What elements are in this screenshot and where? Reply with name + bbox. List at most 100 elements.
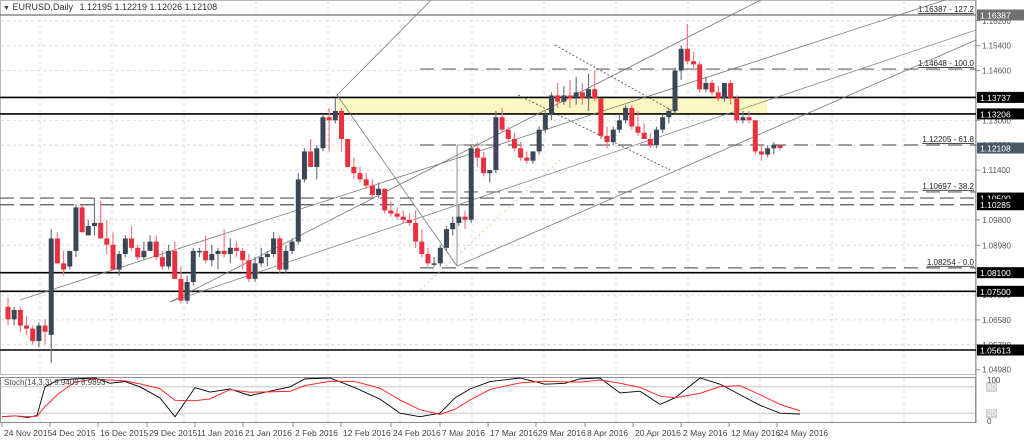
- bull-candle: [36, 325, 42, 342]
- price-tick-label: 1.09800: [982, 216, 1011, 225]
- price-tag-bg: [977, 192, 1024, 204]
- bull-candle: [141, 250, 147, 258]
- bear-candle: [129, 238, 135, 248]
- bear-candle: [382, 188, 388, 211]
- bull-candle: [437, 247, 443, 264]
- bear-candle: [308, 151, 314, 167]
- triangle-down-icon[interactable]: ▼: [3, 5, 10, 12]
- stoch-title: Stoch(14,3,3) 9.9409 8.9893: [4, 378, 105, 387]
- bear-candle: [234, 247, 240, 251]
- bear-candle: [697, 64, 703, 90]
- bull-candle: [227, 247, 233, 255]
- price-tag-bg: [977, 108, 1024, 120]
- bear-candle: [277, 238, 283, 270]
- bear-candle: [24, 325, 30, 329]
- ohlc-values: 1.12195 1.12219 1.12026 1.12108: [79, 2, 218, 12]
- bull-candle: [548, 95, 554, 115]
- channel-support: [169, 29, 977, 303]
- bear-candle: [345, 138, 351, 167]
- pitchfork-handle: [336, 94, 458, 267]
- price-tick-label: 1.13000: [982, 116, 1011, 125]
- bear-candle: [555, 95, 561, 102]
- price-tag-bg: [977, 9, 1024, 21]
- time-axis[interactable]: 24 Nov 2015 4 Dec 2015 16 Dec 2015 29 Dec 2…: [1, 423, 828, 438]
- bull-candle: [536, 129, 542, 152]
- bull-candle: [73, 207, 79, 251]
- time-tick-label: 2 Feb 2016: [295, 428, 338, 438]
- price-tick-label: 1.16200: [982, 17, 1011, 26]
- price-tag-label: 1.13737: [980, 93, 1011, 103]
- bear-candle: [240, 250, 246, 261]
- bear-candle: [758, 151, 764, 155]
- price-tick-label: 1.11400: [982, 166, 1011, 175]
- bear-candle: [135, 247, 141, 258]
- bull-candle: [196, 250, 202, 253]
- fib-label: 1.08254 - 0.0: [927, 258, 975, 267]
- down-channel-lower: [517, 94, 671, 171]
- bull-candle: [295, 179, 301, 242]
- bull-candle: [147, 241, 153, 251]
- bull-candle: [468, 148, 474, 220]
- bull-candle: [610, 129, 616, 143]
- bear-candle: [413, 222, 419, 242]
- grid-lines: [1, 1, 975, 422]
- bull-candle: [703, 83, 709, 90]
- bear-candle: [357, 173, 363, 180]
- fib-connector: [419, 159, 561, 291]
- bear-candle: [388, 210, 394, 214]
- price-tick-label: 1.08980: [982, 241, 1011, 250]
- time-tick-label: 21 Jan 2016: [245, 428, 292, 438]
- bear-candle: [203, 250, 209, 261]
- bear-candle: [635, 126, 641, 133]
- price-axis[interactable]: 1.162001.154001.146001.130001.122001.114…: [976, 9, 1024, 375]
- bear-candle: [752, 120, 758, 152]
- time-tick-label: 16 Dec 2015: [100, 428, 148, 438]
- fib-label: 1.10697 - 38.2: [922, 182, 974, 191]
- bear-candle: [592, 89, 598, 99]
- bull-candle: [530, 151, 536, 161]
- bull-candle: [660, 117, 666, 130]
- price-tag-label: 1.10285: [980, 200, 1011, 210]
- bull-candle: [320, 117, 326, 149]
- bear-candle: [172, 250, 178, 279]
- bear-candle: [419, 241, 425, 255]
- bear-candle: [406, 219, 412, 223]
- bull-candle: [301, 151, 307, 180]
- stoch-level-label: 0: [987, 417, 992, 426]
- bear-candle: [153, 241, 159, 258]
- bear-candle: [178, 278, 184, 301]
- bull-candle: [623, 107, 629, 121]
- bear-candle: [54, 238, 60, 264]
- bull-candle: [443, 229, 449, 248]
- time-tick-label: 12 Feb 2016: [343, 428, 391, 438]
- fib-label: 1.12205 - 61.8: [922, 135, 974, 144]
- time-tick-label: 11 Jan 2016: [197, 428, 243, 438]
- bull-candle: [376, 188, 382, 195]
- bull-candle: [450, 222, 456, 230]
- price-tag-bg: [977, 142, 1024, 154]
- stoch-level-box: [986, 409, 997, 419]
- price-tick-label: 1.06580: [982, 316, 1011, 325]
- bull-candle: [166, 250, 172, 267]
- bear-candle: [61, 263, 67, 270]
- bull-candle: [493, 117, 499, 171]
- time-tick-label: 29 Dec 2015: [149, 428, 197, 438]
- time-tick-label: 24 May 2016: [779, 428, 828, 438]
- bear-candle: [505, 129, 511, 139]
- bull-candle: [11, 309, 17, 320]
- bull-candle: [85, 226, 91, 236]
- bull-candle: [616, 120, 622, 130]
- bear-candle: [511, 138, 517, 149]
- bear-candle: [400, 216, 406, 220]
- time-tick-label: 24 Nov 2015: [4, 428, 52, 438]
- time-tick-label: 8 Apr 2016: [587, 428, 628, 438]
- price-tag-bg: [977, 344, 1024, 356]
- pitchfork-lower: [456, 39, 977, 267]
- bear-candle: [777, 145, 783, 149]
- chart-title-bar: ▼ EURUSD,Daily 1.12195 1.12219 1.12026 1…: [3, 2, 217, 12]
- stoch-title-text: Stoch(14,3,3) 9.9409 8.9893: [4, 378, 106, 387]
- price-tag-label: 1.05613: [980, 346, 1011, 356]
- bear-candle: [684, 48, 690, 62]
- bull-candle: [431, 263, 437, 265]
